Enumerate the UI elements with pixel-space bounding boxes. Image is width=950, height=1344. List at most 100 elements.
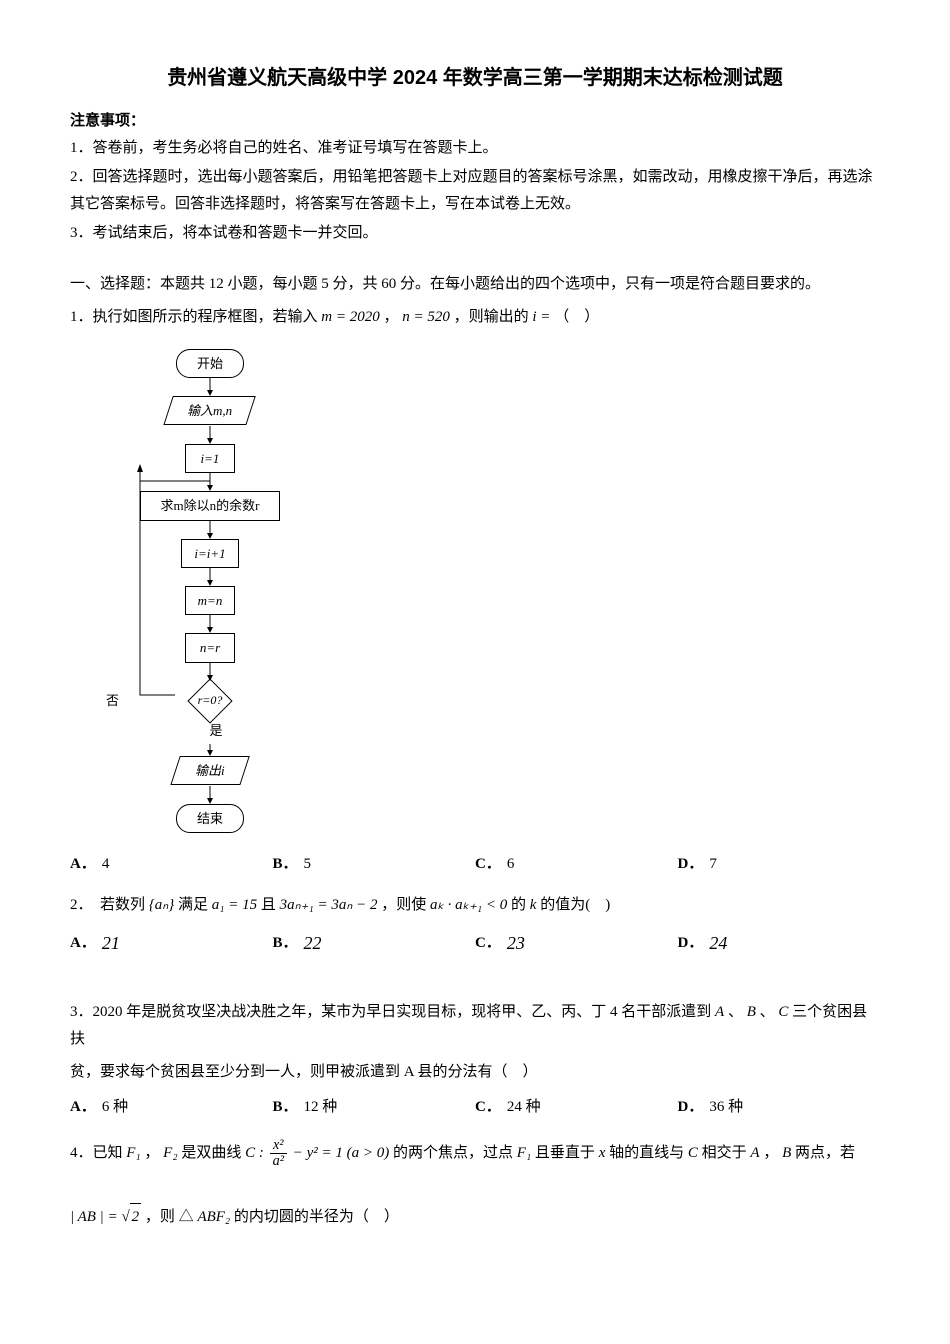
- q4-text1: 是双曲线: [181, 1145, 245, 1161]
- q2-opt-c-val: 23: [507, 927, 525, 959]
- q4-F1b: F₁: [517, 1145, 531, 1161]
- flow-step4: n=r: [185, 633, 235, 662]
- q2-text2: 且: [261, 897, 280, 913]
- q4-prefix: 4．已知: [70, 1145, 126, 1161]
- q2-eq1: a₁ = 15: [212, 897, 257, 913]
- q4-F1: F₁: [126, 1145, 140, 1161]
- q4-text2: 的两个焦点，过点: [393, 1145, 517, 1161]
- q3-B: B: [747, 1004, 756, 1020]
- question-4: 4．已知 F₁ ， F₂ 是双曲线 C : x² a² − y² = 1 (a …: [70, 1135, 880, 1171]
- question-3: 3．2020 年是脱贫攻坚决战决胜之年，某市为早日实现目标，现将甲、乙、丙、丁 …: [70, 999, 880, 1086]
- q1-m-eq: m = 2020: [321, 309, 379, 325]
- flow-start: 开始: [176, 349, 244, 378]
- q1-opt-a-label: A．: [70, 851, 96, 878]
- q1-text-after: ，则输出的: [454, 309, 533, 325]
- notice-item-2: 2．回答选择题时，选出每小题答案后，用铅笔把答题卡上对应题目的答案标号涂黑，如需…: [70, 164, 880, 218]
- q3-opt-c-label: C．: [475, 1094, 501, 1121]
- flow-step1: 求m除以n的余数r: [140, 491, 280, 520]
- section1-heading: 一、选择题：本题共 12 小题，每小题 5 分，共 60 分。在每小题给出的四个…: [70, 271, 880, 298]
- q3-opt-d-label: D．: [678, 1094, 704, 1121]
- q2-opt-c-label: C．: [475, 930, 501, 957]
- q2-opt-a-val: 21: [102, 927, 120, 959]
- question-2: 2． 若数列 {aₙ} 满足 a₁ = 15 且 3aₙ₊₁ = 3aₙ − 2…: [70, 892, 880, 919]
- q3-line1c: 、: [760, 1004, 775, 1020]
- q4-frac-den: a²: [270, 1154, 287, 1170]
- q4-text3: 且垂直于: [535, 1145, 599, 1161]
- q4-minus-y2: − y² = 1: [293, 1145, 343, 1161]
- flow-init: i=1: [185, 444, 235, 473]
- q3-opt-b-label: B．: [273, 1094, 298, 1121]
- flow-no-label: 否: [106, 689, 119, 712]
- q3-line1b: 、: [728, 1004, 743, 1020]
- q4-line2c: 的内切圆的半径为（ ）: [234, 1209, 399, 1225]
- q3-opt-d-val: 36 种: [709, 1094, 743, 1121]
- q2-eq3: aₖ · aₖ₊₁ < 0: [430, 897, 507, 913]
- question-1: 1．执行如图所示的程序框图，若输入 m = 2020 ， n = 520 ，则输…: [70, 304, 880, 331]
- flow-output: 输出i: [170, 756, 250, 785]
- q4-B2: B: [782, 1145, 791, 1161]
- q4-text4: 轴的直线与: [609, 1145, 688, 1161]
- q4-comma1: ，: [144, 1145, 159, 1161]
- q1-opt-c-label: C．: [475, 851, 501, 878]
- q1-options: A．4 B．5 C．6 D．7: [70, 851, 880, 878]
- q2-k: k: [530, 897, 537, 913]
- q4-comma2: ，: [763, 1145, 778, 1161]
- q4-abs-AB: | AB | =: [70, 1209, 121, 1225]
- q2-text1: 满足: [178, 897, 212, 913]
- flowchart: 开始 输入m,n i=1 求m除以n的余数r i=i+1 m=n n=r 否 r…: [70, 349, 880, 833]
- q2-text3: ，则使: [381, 897, 430, 913]
- q4-frac-num: x²: [270, 1138, 287, 1155]
- q2-opt-a-label: A．: [70, 930, 96, 957]
- q1-opt-a-val: 4: [102, 851, 110, 878]
- q4-F2: F₂: [163, 1145, 177, 1161]
- q1-text-before: 1．执行如图所示的程序框图，若输入: [70, 309, 321, 325]
- q4-x-axis: x: [599, 1145, 606, 1161]
- q2-opt-d-val: 24: [709, 927, 727, 959]
- q3-options: A．6 种 B．12 种 C．24 种 D．36 种: [70, 1094, 880, 1121]
- q4-C-colon: C :: [245, 1145, 268, 1161]
- q2-eq2: 3aₙ₊₁ = 3aₙ − 2: [280, 897, 378, 913]
- q3-C: C: [778, 1004, 788, 1020]
- q3-opt-b-val: 12 种: [304, 1094, 338, 1121]
- q1-opt-d-val: 7: [709, 851, 717, 878]
- q1-i-eq: i =: [532, 309, 550, 325]
- q1-opt-d-label: D．: [678, 851, 704, 878]
- q2-text4: 的: [511, 897, 530, 913]
- q2-seq: {aₙ}: [149, 897, 174, 913]
- q1-opt-b-label: B．: [273, 851, 298, 878]
- q2-options: A．21 B．22 C．23 D．24: [70, 927, 880, 959]
- q3-opt-a-val: 6 种: [102, 1094, 128, 1121]
- q4-text5: 相交于: [702, 1145, 751, 1161]
- flow-step2: i=i+1: [181, 539, 238, 568]
- notice-heading: 注意事项：: [70, 108, 880, 135]
- q2-prefix: 2． 若数列: [70, 897, 145, 913]
- flow-decision: r=0?: [175, 681, 245, 721]
- q3-opt-c-val: 24 种: [507, 1094, 541, 1121]
- q1-paren: （ ）: [554, 309, 599, 325]
- q4-ABF2: ABF₂: [197, 1209, 230, 1225]
- q4-C2: C: [688, 1145, 698, 1161]
- q3-A: A: [715, 1004, 724, 1020]
- q3-line1a: 3．2020 年是脱贫攻坚决战决胜之年，某市为早日实现目标，现将甲、乙、丙、丁 …: [70, 1004, 715, 1020]
- q2-opt-d-label: D．: [678, 930, 704, 957]
- notice-item-1: 1．答卷前，考生务必将自己的姓名、准考证号填写在答题卡上。: [70, 135, 880, 162]
- question-4-line2: | AB | = √2 ，则 △ ABF₂ 的内切圆的半径为（ ）: [70, 1203, 880, 1231]
- q1-comma1: ，: [383, 309, 398, 325]
- q1-n-eq: n = 520: [402, 309, 450, 325]
- q1-opt-b-val: 5: [304, 851, 312, 878]
- q2-text5: 的值为( ): [540, 897, 610, 913]
- q4-sqrt2: √2: [121, 1209, 141, 1225]
- flow-end: 结束: [176, 804, 244, 833]
- notice-item-3: 3．考试结束后，将本试卷和答题卡一并交回。: [70, 220, 880, 247]
- q4-cond: (a > 0): [347, 1145, 390, 1161]
- q2-opt-b-val: 22: [304, 927, 322, 959]
- q4-line2b: ，则 △: [145, 1209, 194, 1225]
- q2-opt-b-label: B．: [273, 930, 298, 957]
- q4-A2: A: [750, 1145, 759, 1161]
- flow-input: 输入m,n: [164, 396, 257, 425]
- q3-opt-a-label: A．: [70, 1094, 96, 1121]
- page-title: 贵州省遵义航天高级中学 2024 年数学高三第一学期期末达标检测试题: [70, 60, 880, 96]
- flow-step3: m=n: [185, 586, 236, 615]
- q1-opt-c-val: 6: [507, 851, 515, 878]
- q4-fraction: x² a²: [270, 1138, 287, 1170]
